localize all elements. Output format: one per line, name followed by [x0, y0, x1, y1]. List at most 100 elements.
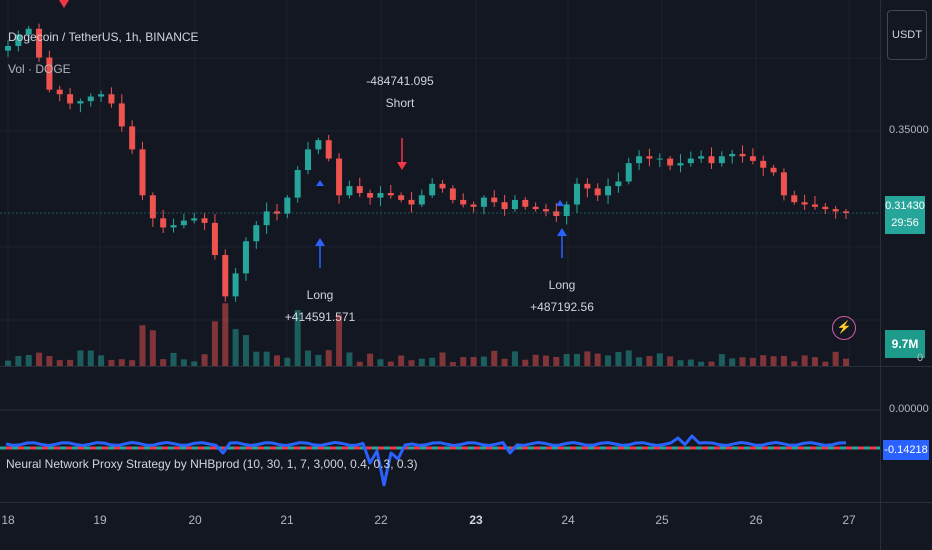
volume-bar	[656, 353, 663, 366]
volume-bar	[760, 355, 767, 366]
volume-bar	[553, 356, 560, 366]
candle-body	[470, 204, 477, 207]
candle-body	[625, 163, 632, 182]
volume-bar	[449, 361, 456, 366]
candle-body	[201, 218, 208, 223]
volume-bar	[605, 355, 612, 366]
volume-bar	[253, 351, 260, 366]
long-label-2: Long	[548, 278, 576, 292]
volume-bar	[336, 314, 343, 366]
candle-body	[667, 158, 674, 166]
candle-body	[822, 206, 829, 210]
candle-body	[377, 193, 384, 198]
currency-button[interactable]: USDT	[887, 10, 927, 60]
long-annotation-2: Long +487192.56	[530, 274, 594, 318]
candle-body	[222, 255, 229, 297]
volume-legend[interactable]: Vol · DOGE	[8, 62, 71, 76]
volume-bar	[398, 355, 405, 366]
candle-body	[708, 156, 715, 164]
price-axis[interactable]: USDT 0.35000 0.31430 29:56 9.7M 0 0.0000…	[880, 0, 932, 550]
long-pnl-1: +414591.571	[284, 310, 356, 324]
candle-body	[501, 202, 508, 210]
candle-body	[336, 158, 343, 196]
volume-bar	[191, 361, 198, 366]
volume-bar	[646, 355, 653, 366]
volume-bar	[594, 353, 601, 366]
volume-bar	[532, 354, 539, 366]
time-tick: 23	[469, 513, 483, 527]
candle-body	[646, 156, 653, 159]
candle-body	[77, 101, 84, 104]
candle-body	[15, 34, 22, 47]
time-tick: 26	[749, 513, 763, 527]
candle-countdown: 29:56	[891, 217, 919, 229]
volume-bar	[832, 351, 839, 366]
volume-bar	[491, 350, 498, 366]
volume-bar	[770, 356, 777, 366]
volume-bar	[56, 360, 63, 366]
price-pane[interactable]: Dogecoin / TetherUS, 1h, BINANCE Vol · D…	[0, 0, 880, 366]
volume-bar	[77, 350, 84, 366]
short-arrow-head	[397, 162, 407, 170]
candle-body	[170, 225, 177, 228]
volume-bar	[67, 359, 74, 366]
candle-body	[191, 218, 198, 221]
volume-bar	[749, 357, 756, 366]
candle-body	[294, 170, 301, 198]
bolt-icon[interactable]: ⚡	[832, 316, 856, 340]
candle-body	[180, 220, 187, 226]
candle-body	[36, 28, 43, 58]
volume-bar	[356, 361, 363, 366]
volume-bar	[315, 354, 322, 366]
price-tick: 0.35000	[889, 124, 929, 136]
candle-body	[491, 197, 498, 203]
indicator-chart-svg[interactable]	[0, 367, 880, 502]
volume-bar	[346, 352, 353, 366]
candle-body	[677, 163, 684, 166]
short-annotation: -484741.095 Short	[366, 70, 433, 114]
indicator-zero-tick: 0.00000	[889, 403, 929, 415]
volume-bar	[470, 357, 477, 366]
symbol-legend[interactable]: Dogecoin / TetherUS, 1h, BINANCE	[8, 30, 199, 44]
volume-bar	[791, 361, 798, 366]
volume-bar	[263, 351, 270, 366]
candle-body	[232, 273, 239, 297]
time-axis-separator	[0, 502, 932, 503]
volume-bar	[46, 356, 53, 366]
short-pnl: -484741.095	[366, 74, 434, 88]
time-tick: 20	[188, 513, 202, 527]
volume-bar	[242, 335, 249, 366]
volume-bar	[501, 358, 508, 366]
candle-body	[584, 183, 591, 189]
volume-bar	[843, 358, 849, 366]
indicator-pane[interactable]: Neural Network Proxy Strategy by NHBprod…	[0, 367, 880, 502]
candle-body	[739, 153, 746, 157]
candle-body	[398, 195, 405, 200]
time-axis[interactable]: 18 19 20 21 22 23 24 25 26 27	[0, 503, 880, 550]
candle-body	[636, 156, 643, 164]
candle-body	[553, 211, 560, 216]
candle-body	[108, 94, 115, 104]
volume-value-label: 9.7M	[885, 330, 925, 358]
volume-bar	[811, 357, 818, 366]
candle-body	[729, 153, 736, 157]
indicator-legend[interactable]: Neural Network Proxy Strategy by NHBprod…	[6, 457, 418, 471]
volume-bar	[36, 352, 43, 366]
candle-body	[480, 197, 487, 207]
candle-body	[770, 167, 777, 173]
trade-markers	[59, 0, 567, 268]
volume-bar	[160, 359, 167, 366]
candle-body	[25, 28, 32, 35]
candle-body	[87, 96, 94, 102]
candle-body	[46, 57, 53, 90]
volume-bar	[460, 357, 467, 366]
volume-bar	[480, 356, 487, 366]
candle-body	[160, 218, 167, 228]
pane-separator[interactable]	[0, 366, 932, 367]
volume-bar	[170, 352, 177, 366]
volume-bar	[201, 354, 208, 366]
volume-bar	[211, 321, 218, 366]
grid-lines	[0, 0, 880, 366]
price-chart-svg[interactable]	[0, 0, 880, 366]
candle-body	[367, 193, 374, 198]
